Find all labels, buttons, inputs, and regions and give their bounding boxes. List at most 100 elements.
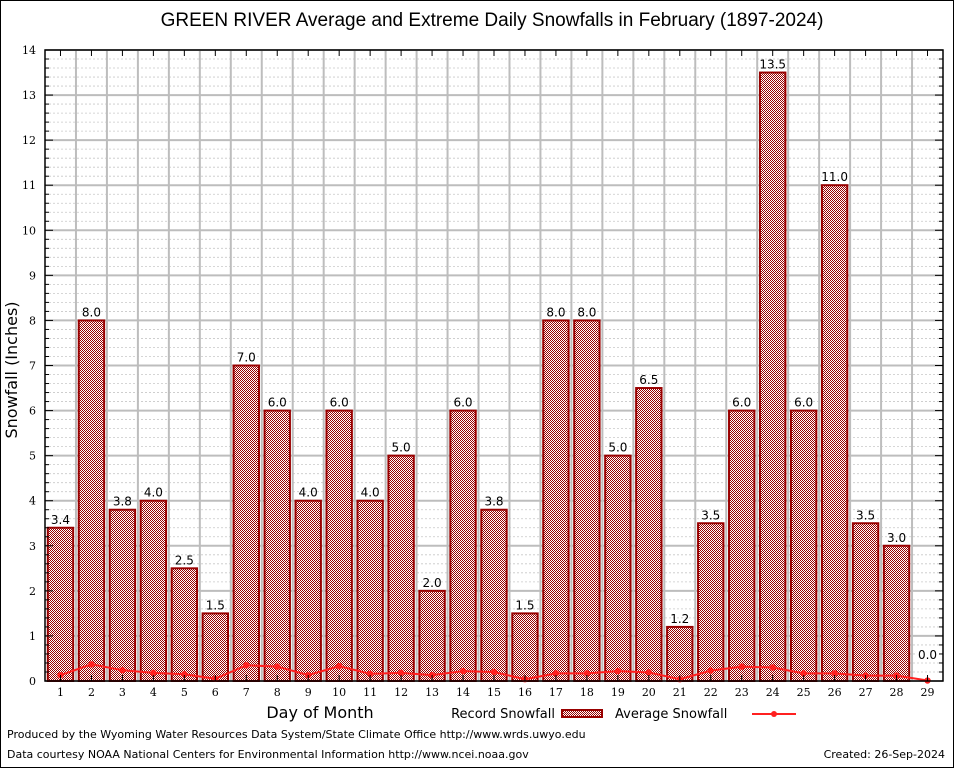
x-tick-label: 24 bbox=[766, 686, 780, 699]
record-bar-day-26 bbox=[820, 184, 849, 682]
average-point-day-17 bbox=[552, 670, 560, 677]
bar-label-day-12: 5.0 bbox=[392, 441, 411, 455]
y-tick-label: 0 bbox=[29, 675, 36, 688]
y-tick-label: 2 bbox=[29, 585, 36, 598]
average-point-day-5 bbox=[181, 671, 188, 678]
y-tick-label: 13 bbox=[22, 89, 36, 102]
bar-label-day-3: 3.8 bbox=[113, 495, 132, 509]
bar-label-day-18: 8.0 bbox=[577, 305, 596, 319]
record-bar-day-11 bbox=[356, 499, 384, 683]
record-bar-day-21 bbox=[666, 625, 694, 683]
bar-label-day-9: 4.0 bbox=[299, 486, 318, 500]
record-bar-day-17 bbox=[542, 319, 570, 682]
bar-label-day-21: 1.2 bbox=[670, 612, 689, 626]
bar-label-day-24: 13.5 bbox=[759, 58, 786, 72]
x-tick-label: 14 bbox=[456, 686, 470, 699]
x-tick-label: 5 bbox=[181, 686, 188, 699]
x-tick-label: 7 bbox=[243, 686, 250, 699]
y-tick-label: 12 bbox=[22, 134, 36, 147]
x-tick-label: 15 bbox=[487, 686, 501, 699]
record-bar-day-10 bbox=[325, 409, 353, 682]
x-tick-label: 9 bbox=[305, 686, 312, 699]
average-point-day-15 bbox=[490, 668, 498, 676]
y-tick-label: 1 bbox=[29, 630, 36, 643]
footer-created: Created: 26-Sep-2024 bbox=[824, 748, 945, 761]
x-tick-label: 13 bbox=[425, 686, 439, 699]
x-tick-label: 19 bbox=[611, 686, 625, 699]
x-tick-label: 6 bbox=[212, 686, 219, 699]
x-tick-label: 26 bbox=[828, 686, 842, 699]
average-point-day-22 bbox=[707, 667, 714, 674]
legend-record-swatch bbox=[561, 709, 603, 718]
bar-label-day-27: 3.5 bbox=[856, 508, 875, 522]
x-tick-label: 20 bbox=[642, 686, 656, 699]
x-tick-label: 11 bbox=[363, 686, 377, 699]
bar-label-day-5: 2.5 bbox=[175, 553, 194, 567]
average-point-day-12 bbox=[397, 669, 405, 677]
average-point-day-2 bbox=[88, 661, 95, 668]
x-tick-label: 27 bbox=[859, 686, 873, 699]
average-point-day-7 bbox=[243, 662, 250, 669]
record-bar-day-20 bbox=[635, 387, 663, 682]
record-bar-day-16 bbox=[511, 612, 539, 683]
bar-label-day-8: 6.0 bbox=[268, 396, 287, 410]
y-tick-label: 5 bbox=[29, 450, 36, 463]
x-tick-label: 21 bbox=[673, 686, 687, 699]
average-point-day-4 bbox=[150, 669, 157, 677]
x-tick-label: 3 bbox=[119, 686, 126, 699]
x-tick-label: 28 bbox=[890, 686, 904, 699]
x-tick-label: 29 bbox=[921, 686, 935, 699]
record-bar-day-14 bbox=[449, 409, 477, 682]
legend-average-marker bbox=[771, 711, 777, 717]
bar-label-day-15: 3.8 bbox=[484, 495, 503, 509]
bar-label-day-6: 1.5 bbox=[206, 598, 225, 612]
y-tick-label: 8 bbox=[29, 314, 36, 327]
x-tick-label: 12 bbox=[394, 686, 408, 699]
x-tick-label: 1 bbox=[57, 686, 64, 699]
bar-label-day-11: 4.0 bbox=[361, 486, 380, 500]
bar-label-day-19: 5.0 bbox=[608, 441, 627, 455]
x-axis-label: Day of Month bbox=[266, 703, 373, 722]
bar-label-day-28: 3.0 bbox=[887, 531, 906, 545]
record-bar-day-18 bbox=[573, 319, 601, 682]
record-bar-day-5 bbox=[170, 567, 199, 682]
y-axis-label: Snowfall (Inches) bbox=[2, 301, 21, 438]
bar-label-day-7: 7.0 bbox=[237, 351, 256, 365]
record-bars bbox=[46, 71, 911, 683]
average-point-day-23 bbox=[738, 663, 745, 670]
average-point-day-3 bbox=[119, 666, 126, 674]
bar-label-day-17: 8.0 bbox=[546, 305, 565, 319]
bar-labels: 3.4 8.0 3.8 4.0 2.5 1.5 7.0 6.0 4.0 6.0 4.0 5.0 2.0 6… bbox=[51, 58, 940, 662]
record-bar-day-6 bbox=[201, 612, 230, 683]
record-bar-day-19 bbox=[604, 454, 632, 682]
average-point-day-8 bbox=[274, 663, 281, 670]
bar-label-day-26: 11.0 bbox=[821, 170, 848, 184]
x-tick-label: 16 bbox=[518, 686, 532, 699]
legend-average-label: Average Snowfall bbox=[615, 707, 727, 722]
x-tick-label: 10 bbox=[332, 686, 346, 699]
record-bar-day-1 bbox=[46, 526, 75, 682]
average-point-day-25 bbox=[800, 670, 807, 677]
average-point-day-20 bbox=[645, 669, 653, 676]
x-tick-label: 23 bbox=[735, 686, 749, 699]
record-bar-day-23 bbox=[728, 409, 756, 682]
average-point-day-10 bbox=[335, 662, 343, 670]
record-bar-day-3 bbox=[108, 508, 137, 682]
average-line bbox=[57, 661, 931, 684]
legend-record-label: Record Snowfall bbox=[451, 707, 555, 722]
bar-label-day-13: 2.0 bbox=[423, 576, 442, 590]
bar-label-day-4: 4.0 bbox=[144, 486, 163, 500]
bar-label-background bbox=[915, 647, 940, 662]
record-bar-day-27 bbox=[851, 522, 880, 682]
y-tick-label: 4 bbox=[29, 495, 36, 508]
chart-title: GREEN RIVER Average and Extreme Daily Sn… bbox=[161, 10, 824, 31]
x-tick-label: 25 bbox=[797, 686, 811, 699]
bar-label-day-22: 3.5 bbox=[701, 508, 720, 522]
record-bar-day-4 bbox=[139, 499, 168, 683]
bar-label-day-2: 8.0 bbox=[82, 305, 101, 319]
record-bar-day-7 bbox=[232, 364, 260, 682]
footer-data-courtesy: Data courtesy NOAA National Centers for … bbox=[7, 748, 529, 761]
y-tick-label: 3 bbox=[29, 540, 36, 553]
bar-label-day-16: 1.5 bbox=[515, 598, 534, 612]
x-tick-label: 22 bbox=[704, 686, 718, 699]
